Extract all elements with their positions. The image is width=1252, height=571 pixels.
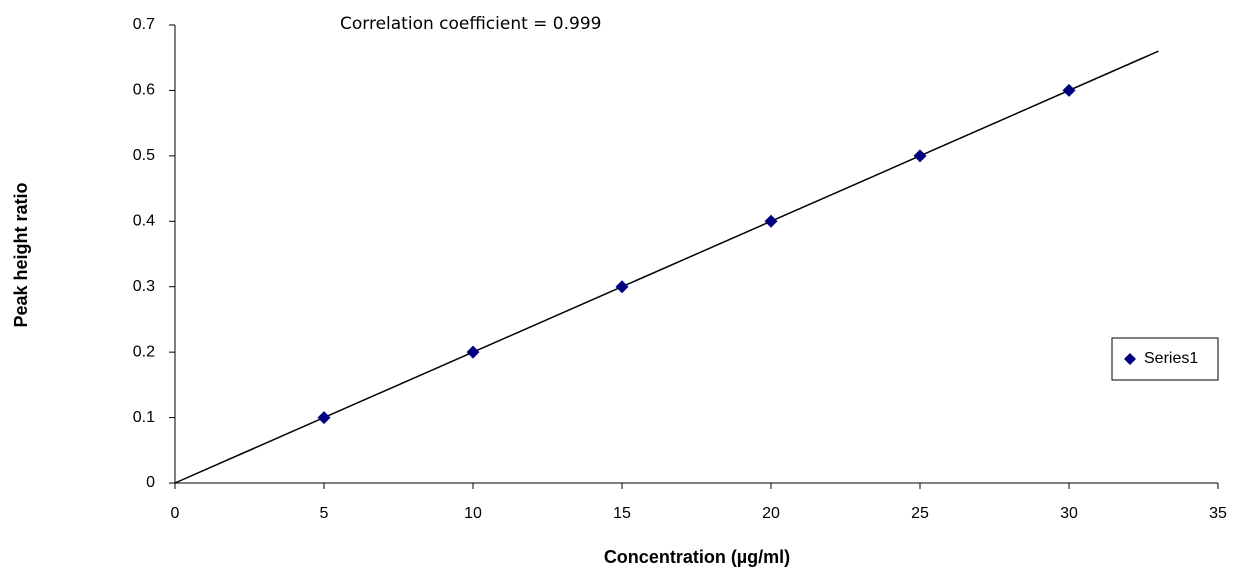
- y-axis-title: Peak height ratio: [11, 182, 31, 327]
- x-tick-label: 35: [1209, 505, 1227, 522]
- y-tick-label: 0.2: [133, 343, 155, 360]
- legend-label: Series1: [1144, 350, 1198, 367]
- data-point: [1062, 83, 1076, 97]
- y-tick-label: 0.7: [133, 16, 155, 33]
- x-tick-label: 20: [762, 505, 780, 522]
- y-tick-label: 0.6: [133, 82, 155, 99]
- y-tick-label: 0.3: [133, 278, 155, 295]
- data-point: [764, 214, 778, 228]
- annotation: Correlation coefficient = 0.999: [340, 14, 601, 34]
- data-point: [466, 345, 480, 359]
- y-tick-label: 0.4: [133, 213, 155, 230]
- y-tick-label: 0.1: [133, 409, 155, 426]
- x-tick-label: 30: [1060, 505, 1078, 522]
- data-point: [615, 280, 629, 294]
- x-axis-title: Concentration (µg/ml): [604, 547, 790, 567]
- data-point: [913, 149, 927, 163]
- x-tick-label: 10: [464, 505, 482, 522]
- x-tick-label: 25: [911, 505, 929, 522]
- y-tick-label: 0: [146, 474, 155, 491]
- x-tick-label: 0: [171, 505, 180, 522]
- x-tick-label: 5: [320, 505, 329, 522]
- y-tick-label: 0.5: [133, 147, 155, 164]
- data-point: [317, 411, 331, 425]
- x-tick-label: 15: [613, 505, 631, 522]
- trendline: [174, 50, 1159, 484]
- legend-marker: [1124, 353, 1136, 365]
